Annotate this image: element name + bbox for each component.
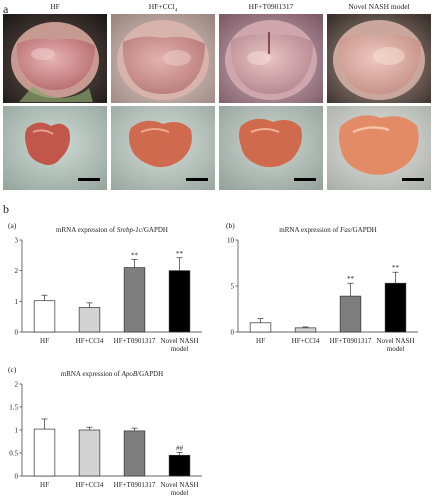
significance-label: ** [347, 275, 355, 283]
x-tick-label: HF+T0901317 [114, 337, 156, 345]
x-tick-label: HF [40, 481, 49, 489]
chart-panel-label: (b) [226, 221, 235, 230]
x-tick-label: HF [40, 337, 49, 345]
chart-title: mRNA expression of ApoB/GAPDH [61, 370, 163, 378]
scale-bar-hf [78, 178, 100, 181]
bar [294, 327, 317, 333]
chart-srebp1c: (a) mRNA expression of Srebp-1c/GAPDH 0 1 2 3… [0, 216, 218, 356]
bar [249, 322, 272, 333]
x-tick-label: Novel NASH model [377, 337, 415, 353]
scale-bar-hf-t0901317 [294, 178, 316, 181]
column-label-hf-ccl4: HF+CCl4 [148, 2, 178, 14]
x-tick-label: HF+CCl4 [76, 337, 104, 345]
bar [384, 282, 407, 333]
photo-liver-novel-nash [327, 106, 431, 190]
chart-panel-label: (a) [8, 221, 17, 230]
scale-bar-novel-nash [402, 178, 424, 181]
chart-title: mRNA expression of Srebp-1c/GAPDH [56, 226, 168, 234]
significance-label: ** [176, 250, 184, 258]
bar [78, 307, 101, 333]
y-tick-label: 0 [231, 329, 235, 337]
y-tick-label: 0.5 [9, 450, 18, 458]
chart-title: mRNA expression of Fas/GAPDH [279, 226, 376, 234]
scale-bar-hf-ccl4 [186, 178, 208, 181]
photo-abdomen-hf [3, 14, 107, 103]
y-tick-label: 0 [15, 329, 19, 337]
panel-a-letter: a [3, 2, 9, 16]
bar [123, 430, 146, 477]
photo-liver-hf-t0901317 [219, 106, 323, 190]
column-label-hf-t0901317: HF+T0901317 [248, 2, 294, 11]
y-tick-label: 1.5 [9, 404, 18, 412]
column-label-hf: HF [50, 2, 60, 11]
chart-fas: (b) mRNA expression of Fas/GAPDH 0 5 10 HF HF+… [218, 216, 437, 356]
x-tick-label: HF [256, 337, 265, 345]
chart-apob: (c) mRNA expression of ApoB/GAPDH 0 0.5 1 1.5… [0, 360, 218, 500]
column-label-novel-nash: Novel NASH model [348, 2, 410, 11]
photo-abdomen-hf-t0901317 [219, 14, 323, 103]
x-tick-label: HF+CCl4 [76, 481, 104, 489]
x-tick-label: HF+CCl4 [292, 337, 320, 345]
x-tick-label: Novel NASH model [161, 337, 199, 353]
y-tick-label: 1 [15, 298, 19, 306]
significance-label: ** [392, 264, 400, 272]
panel-b-letter: b [3, 202, 9, 216]
y-tick-label: 2 [15, 381, 19, 389]
bar [339, 295, 362, 333]
bar [168, 270, 191, 333]
x-tick-label: HF+T0901317 [330, 337, 372, 345]
photo-abdomen-hf-ccl4 [111, 14, 215, 103]
y-tick-label: 5 [231, 283, 235, 291]
bar [33, 300, 56, 333]
photo-liver-hf [3, 106, 107, 190]
y-tick-label: 1 [15, 427, 19, 435]
significance-label: ## [176, 445, 184, 453]
significance-label: ** [131, 251, 139, 259]
y-tick-label: 3 [15, 237, 19, 245]
y-tick-label: 0 [15, 473, 19, 481]
x-tick-label: HF+T0901317 [114, 481, 156, 489]
bar [168, 454, 191, 477]
y-tick-label: 2 [15, 267, 19, 275]
bar [78, 429, 101, 477]
x-tick-label: Novel NASH model [161, 481, 199, 497]
chart-panel-label: (c) [8, 365, 17, 374]
photo-abdomen-novel-nash [327, 14, 431, 103]
photo-liver-hf-ccl4 [111, 106, 215, 190]
bar [123, 267, 146, 333]
bar [33, 428, 56, 477]
y-tick-label: 10 [227, 237, 235, 245]
